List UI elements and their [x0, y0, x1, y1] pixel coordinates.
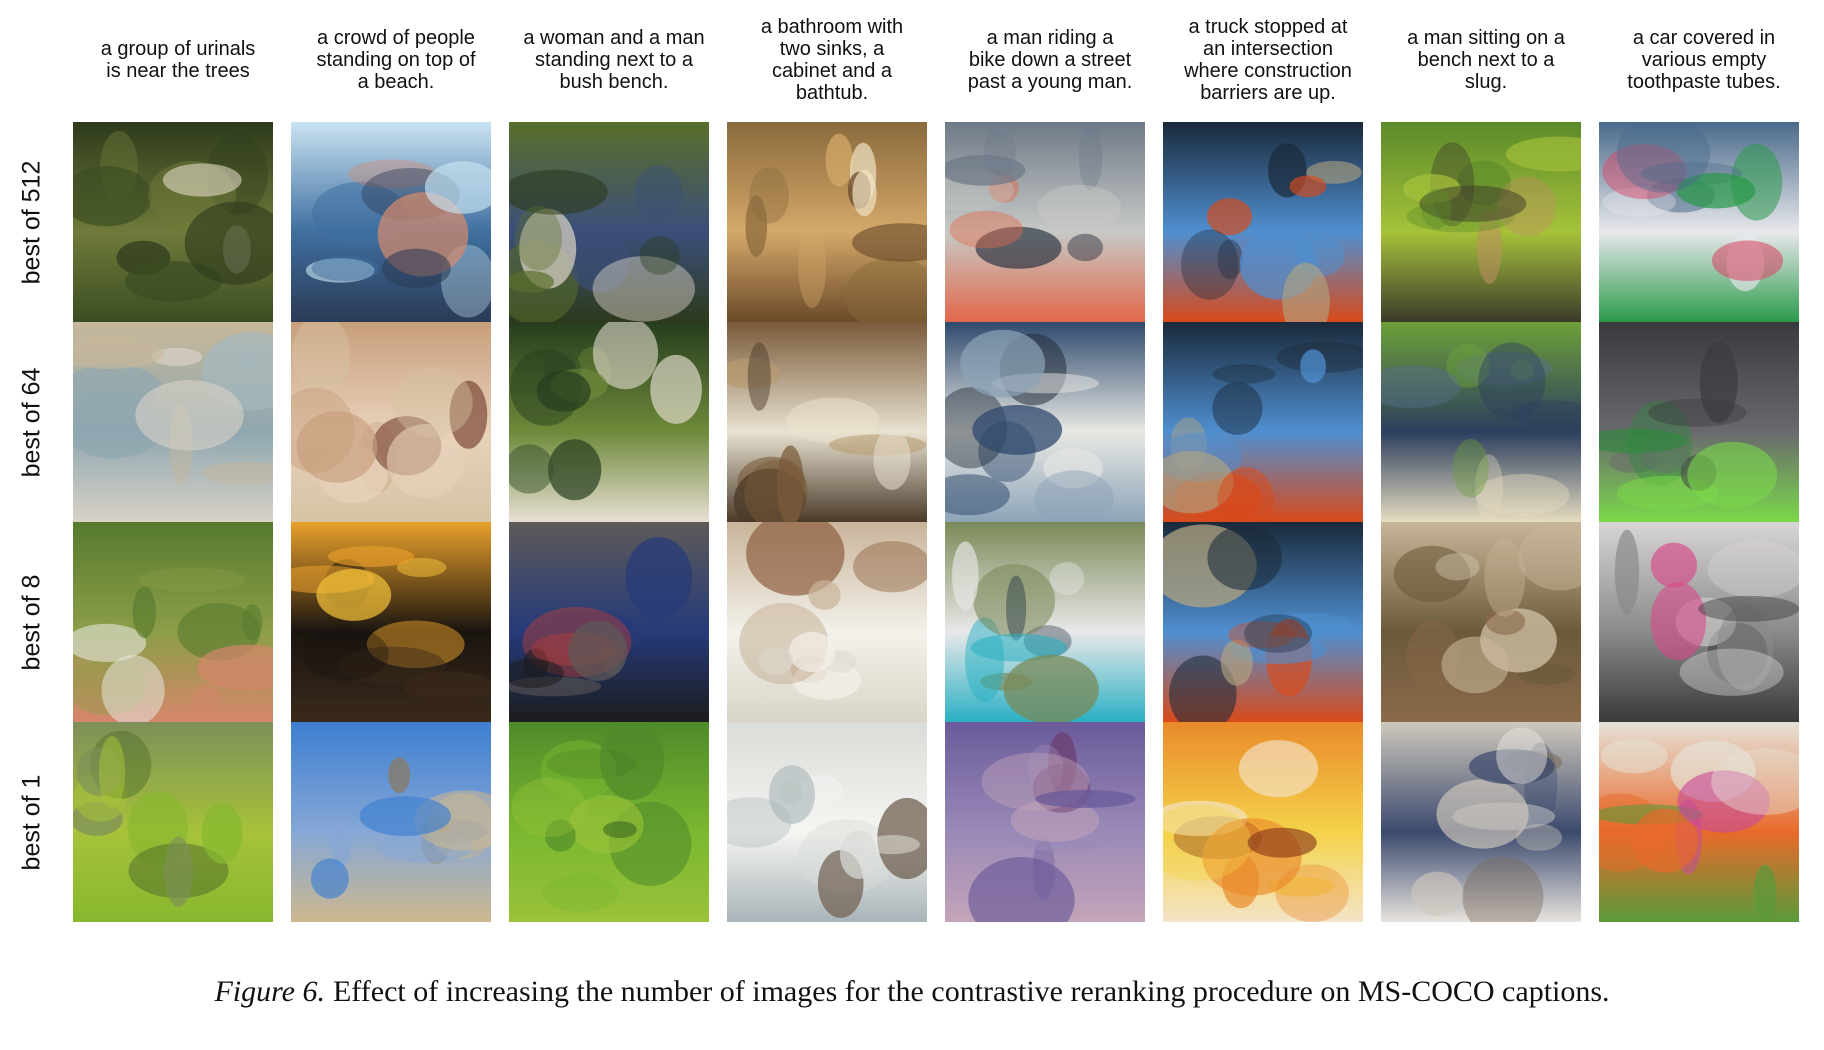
column-caption: a woman and a man standing next to a bus…	[523, 27, 705, 93]
column-caption: a man riding a bike down a street past a…	[967, 27, 1133, 93]
column-caption: a man sitting on a bench next to a slug.	[1407, 27, 1565, 93]
generated-image	[1599, 722, 1799, 922]
row-label-text: best of 64	[17, 367, 46, 477]
generated-image	[1163, 122, 1363, 322]
row-label-text: best of 8	[17, 574, 46, 670]
generated-image	[1381, 122, 1581, 322]
caption-row: a group of urinals is near the trees a c…	[72, 10, 1792, 110]
row-label: best of 8	[10, 522, 54, 722]
figure-caption-text: Effect of increasing the number of image…	[332, 975, 1610, 1008]
generated-image	[73, 522, 273, 722]
generated-image	[727, 322, 927, 522]
generated-image	[291, 122, 491, 322]
generated-image	[727, 722, 927, 922]
generated-image	[73, 322, 273, 522]
generated-image	[1381, 522, 1581, 722]
column-caption: a group of urinals is near the trees	[100, 38, 256, 82]
generated-image	[509, 122, 709, 322]
generated-image	[509, 522, 709, 722]
row-label: best of 64	[10, 322, 54, 522]
generated-image	[1381, 722, 1581, 922]
row-label-text: best of 1	[17, 774, 46, 870]
row-label-text: best of 512	[17, 160, 46, 284]
generated-image	[1599, 522, 1799, 722]
generated-image	[73, 122, 273, 322]
generated-image	[509, 722, 709, 922]
generated-image	[727, 122, 927, 322]
column-caption: a truck stopped at an intersection where…	[1184, 16, 1352, 104]
generated-image	[73, 722, 273, 922]
figure-caption: Figure 6. Effect of increasing the number…	[0, 975, 1824, 1009]
generated-image	[727, 522, 927, 722]
row-label: best of 1	[10, 722, 54, 922]
generated-image	[1599, 322, 1799, 522]
generated-image	[509, 322, 709, 522]
column-caption: a bathroom with two sinks, a cabinet and…	[760, 16, 904, 104]
generated-image	[291, 722, 491, 922]
generated-image	[1599, 122, 1799, 322]
generated-image	[945, 722, 1145, 922]
generated-image	[945, 522, 1145, 722]
row-label: best of 512	[10, 122, 54, 322]
column-caption: a crowd of people standing on top of a b…	[316, 27, 476, 93]
generated-image	[945, 322, 1145, 522]
generated-image	[291, 322, 491, 522]
generated-image	[1381, 322, 1581, 522]
generated-image	[945, 122, 1145, 322]
generated-image	[1163, 322, 1363, 522]
generated-image	[1163, 722, 1363, 922]
generated-image	[291, 522, 491, 722]
figure-number: Figure 6.	[214, 975, 325, 1008]
generated-image	[1163, 522, 1363, 722]
column-caption: a car covered in various empty toothpast…	[1627, 27, 1781, 93]
